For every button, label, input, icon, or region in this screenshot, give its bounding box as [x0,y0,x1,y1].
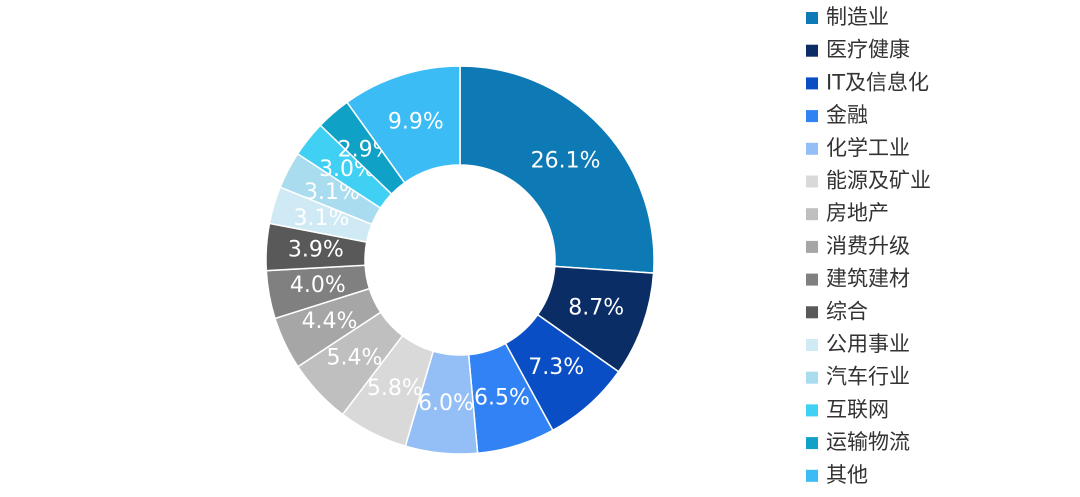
value-label: 26.1% [531,148,601,173]
value-label: 4.4% [302,309,358,334]
legend-label: 医疗健康 [826,38,910,62]
legend-label: IT及信息化 [826,70,929,94]
value-label: 8.7% [568,295,624,320]
legend-label: 制造业 [826,5,889,29]
value-label: 9.9% [388,109,444,134]
legend-label: 能源及矿业 [826,169,931,193]
value-label: 4.0% [290,273,346,298]
legend-swatch [806,110,818,123]
legend-swatch [806,404,818,417]
legend-swatch [806,469,818,482]
legend-label: 汽车行业 [826,365,910,389]
slice [459,65,655,274]
legend-swatch [806,142,818,155]
legend-swatch [806,44,818,57]
legend-swatch [806,12,818,24]
legend-label: 其他 [826,463,868,487]
legend-swatch [806,437,818,450]
legend-swatch [806,240,818,253]
legend-label: 互联网 [826,397,889,421]
legend-swatch [806,339,818,351]
legend-swatch [806,371,818,384]
legend-swatch [806,175,818,188]
legend-label: 金融 [826,103,868,127]
legend-swatch [806,273,818,286]
value-label: 7.3% [528,355,584,380]
value-label: 3.9% [288,237,344,262]
value-label: 6.5% [474,385,530,410]
legend-label: 房地产 [826,201,889,225]
value-label: 6.0% [418,391,474,416]
value-label: 5.8% [367,376,423,401]
legend-swatch [806,208,818,221]
legend-label: 建筑建材 [826,267,910,291]
slice [346,65,461,184]
legend-swatch [806,306,818,319]
value-label: 5.4% [326,346,382,371]
legend-label: 消费升级 [826,234,910,258]
legend-label: 化学工业 [826,136,910,160]
legend-label: 综合 [826,299,868,323]
legend-label: 运输物流 [826,430,910,454]
legend-label: 公用事业 [826,332,910,356]
legend-swatch [806,77,818,90]
